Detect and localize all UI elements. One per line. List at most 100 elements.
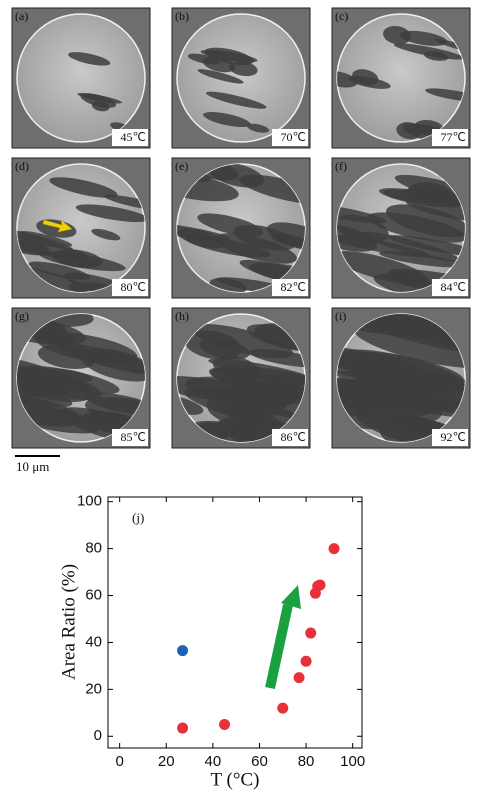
temp-box xyxy=(112,429,148,446)
domain xyxy=(246,123,270,133)
x-tick-label: 100 xyxy=(340,753,365,770)
domain xyxy=(75,204,145,223)
sample-disc xyxy=(336,313,466,443)
temperature-label: 80℃ xyxy=(121,280,146,294)
micrograph: (a) 45℃ xyxy=(11,7,151,149)
point xyxy=(328,543,340,555)
domain xyxy=(399,30,448,46)
domain xyxy=(52,249,103,269)
x-tick-label: 40 xyxy=(205,753,222,770)
micrograph: (f) 84℃ xyxy=(331,157,471,299)
disc xyxy=(176,13,306,143)
point xyxy=(177,722,189,734)
domain xyxy=(425,88,465,103)
scale-bar-label: 10 μm xyxy=(16,459,49,474)
domain xyxy=(337,224,378,252)
temp-box xyxy=(272,129,308,146)
domains xyxy=(337,314,465,442)
panel-label: (g) xyxy=(15,309,29,323)
point xyxy=(177,645,189,657)
point xyxy=(314,579,326,591)
point xyxy=(300,655,312,667)
domain xyxy=(227,381,286,417)
domain xyxy=(385,204,465,238)
domain xyxy=(215,233,298,264)
domain xyxy=(184,330,242,360)
point xyxy=(305,627,317,639)
temp-box xyxy=(432,279,468,296)
domain xyxy=(17,393,82,427)
y-tick-label: 20 xyxy=(85,680,102,697)
temperature-label: 77℃ xyxy=(441,130,466,144)
domain xyxy=(68,52,111,66)
domain xyxy=(177,394,204,415)
domain xyxy=(263,375,305,405)
temp-box xyxy=(112,279,148,296)
domain xyxy=(383,189,424,201)
domain xyxy=(91,228,121,241)
y-tick-label: 60 xyxy=(85,586,102,603)
panel-label: (b) xyxy=(175,9,189,23)
domain xyxy=(229,61,258,77)
temperature-label: 45℃ xyxy=(121,130,146,144)
y-axis-label: Area Ratio (%) xyxy=(58,564,79,680)
domain xyxy=(49,177,118,198)
y-tick-label: 100 xyxy=(77,493,102,510)
micrograph: (b) 70℃ xyxy=(171,7,311,149)
domain xyxy=(353,322,465,369)
domain xyxy=(266,222,305,252)
domains xyxy=(187,47,270,133)
pointer-arrow xyxy=(42,219,73,233)
temperature-label: 85℃ xyxy=(121,430,146,444)
micrograph: (d) 80℃ xyxy=(11,157,151,299)
domain xyxy=(197,69,244,84)
temperature-label: 92℃ xyxy=(441,430,466,444)
temp-box xyxy=(432,429,468,446)
plot-frame xyxy=(107,496,363,749)
domain xyxy=(63,272,145,292)
micrograph: (g) 85℃ xyxy=(11,307,151,449)
point xyxy=(219,719,231,731)
domain xyxy=(17,314,94,327)
domain xyxy=(393,43,465,60)
domain xyxy=(337,374,409,414)
domain xyxy=(103,194,145,212)
domain xyxy=(337,71,358,88)
temp-box xyxy=(272,429,308,446)
domain xyxy=(80,93,117,108)
x-tick-label: 60 xyxy=(251,753,268,770)
domain xyxy=(383,25,412,45)
domain xyxy=(18,231,73,247)
domains xyxy=(337,167,465,292)
x-tick-label: 20 xyxy=(158,753,175,770)
domain xyxy=(235,409,280,426)
micrograph: (i) 92℃ xyxy=(331,307,471,449)
panel-label: (a) xyxy=(15,9,28,23)
panel-label: (h) xyxy=(175,309,189,323)
plot: 0 20 40 60 80 100 0 20 40 60 80 100 xyxy=(77,493,365,770)
panel-label: (d) xyxy=(15,159,29,173)
x-axis-label: T (°C) xyxy=(211,769,260,790)
temperature-label: 70℃ xyxy=(281,130,306,144)
panel-label: (f) xyxy=(335,159,347,173)
micrograph: (h) 86℃ xyxy=(171,307,311,449)
domain xyxy=(203,111,251,128)
x-tick-label: 80 xyxy=(298,753,315,770)
sample-disc xyxy=(336,13,466,143)
domain xyxy=(378,416,451,442)
domain xyxy=(396,122,422,140)
temperature-label: 86℃ xyxy=(281,430,306,444)
domain xyxy=(361,231,460,262)
annotation: (j) xyxy=(132,510,144,525)
sample-disc xyxy=(336,163,466,293)
domain xyxy=(402,188,465,208)
temperature-label: 84℃ xyxy=(441,280,466,294)
y-tick-label: 0 xyxy=(94,727,102,744)
domain xyxy=(346,352,415,370)
domain xyxy=(238,174,305,205)
temp-box xyxy=(112,129,148,146)
domain xyxy=(205,91,267,109)
y-tick-label: 80 xyxy=(85,540,102,557)
sample-disc xyxy=(176,13,306,143)
micrograph: (c) 77℃ xyxy=(331,7,471,149)
